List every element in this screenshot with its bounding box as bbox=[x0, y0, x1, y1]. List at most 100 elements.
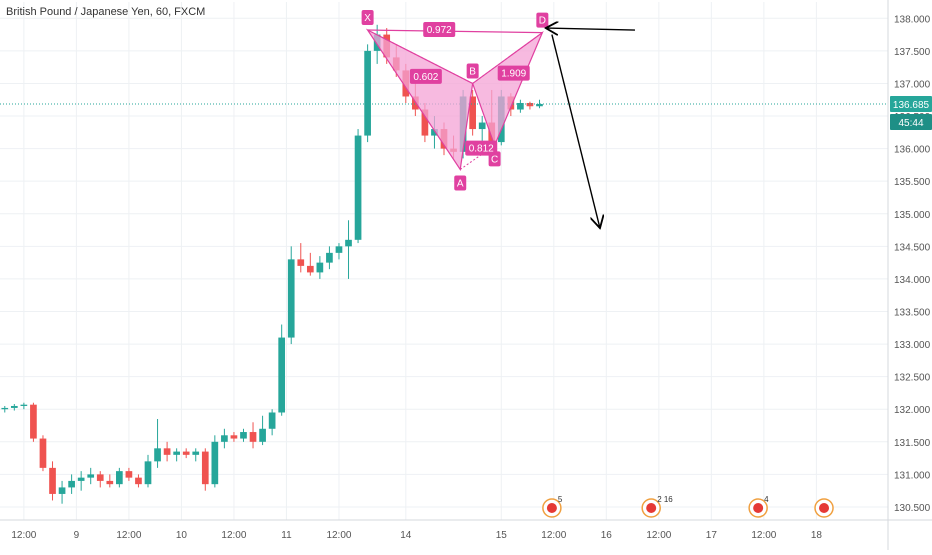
candle-body bbox=[96, 474, 104, 481]
event-marker-dot bbox=[646, 503, 657, 513]
pattern-triangle-xab bbox=[365, 28, 474, 172]
y-tick-label: 137.000 bbox=[894, 79, 931, 90]
candle-body bbox=[1, 407, 9, 410]
current-price-tag bbox=[890, 95, 932, 112]
candle-body bbox=[421, 109, 429, 136]
countdown-tag bbox=[890, 113, 932, 130]
x-tick-label: 12:00 bbox=[116, 530, 141, 541]
candle-body bbox=[221, 435, 228, 442]
y-tick-label: 134.000 bbox=[894, 275, 931, 286]
candle-body bbox=[278, 337, 286, 413]
y-tick-label: 135.000 bbox=[894, 210, 931, 221]
candle-body bbox=[135, 477, 142, 485]
pattern-triangle-bcd bbox=[471, 30, 544, 148]
candle-body bbox=[517, 102, 524, 110]
chart-title: British Pound / Japanese Yen, 60, FXCM bbox=[6, 6, 206, 18]
ratio-label: 0.602 bbox=[413, 72, 438, 83]
x-tick-label: 14 bbox=[400, 530, 412, 541]
x-tick-label: 10 bbox=[176, 530, 188, 541]
candle-body bbox=[287, 259, 295, 338]
candle-body bbox=[526, 102, 534, 107]
event-marker-dot bbox=[819, 503, 830, 513]
x-tick-label: 15 bbox=[496, 530, 508, 541]
current-price-label: 136.685 bbox=[893, 100, 930, 111]
x-tick-label: 17 bbox=[706, 530, 718, 541]
pattern-point-label: C bbox=[491, 154, 498, 165]
y-tick-label: 137.500 bbox=[894, 47, 931, 58]
candle-body bbox=[230, 435, 238, 439]
y-tick-label: 133.000 bbox=[894, 340, 931, 351]
pattern-point-label: D bbox=[539, 16, 546, 27]
ratio-line-ac bbox=[459, 144, 495, 170]
candle-body bbox=[68, 480, 75, 488]
x-tick-label: 12:00 bbox=[541, 530, 566, 541]
candle-body bbox=[354, 135, 362, 240]
pattern-point-b bbox=[466, 63, 479, 79]
ratio-box bbox=[423, 22, 456, 38]
y-tick-label: 136.000 bbox=[894, 145, 931, 156]
x-tick-label: 18 bbox=[811, 530, 823, 541]
x-tick-label: 16 bbox=[601, 530, 613, 541]
pattern-point-x bbox=[361, 10, 374, 26]
candle-body bbox=[249, 432, 257, 442]
candle-body bbox=[125, 471, 133, 478]
candle-body bbox=[345, 239, 352, 247]
x-tick-label: 12:00 bbox=[646, 530, 671, 541]
ratio-label: 1.909 bbox=[501, 69, 526, 80]
y-tick-label: 133.500 bbox=[894, 307, 931, 318]
annotation-arrow bbox=[551, 34, 600, 227]
candle-body bbox=[144, 461, 152, 485]
annotation-arrow bbox=[547, 28, 635, 30]
candle-body bbox=[306, 265, 314, 273]
ratio-box bbox=[497, 65, 530, 81]
event-count-label: 4 bbox=[764, 495, 769, 504]
candle-body bbox=[478, 122, 486, 130]
y-tick-label: 132.000 bbox=[894, 405, 931, 416]
countdown-label: 45:44 bbox=[898, 118, 923, 129]
y-tick-label: 130.500 bbox=[894, 503, 931, 514]
ratio-label: 0.812 bbox=[469, 144, 494, 155]
y-tick-label: 135.500 bbox=[894, 177, 931, 188]
candle-body bbox=[211, 441, 219, 485]
candle-body bbox=[39, 438, 47, 468]
candle-body bbox=[30, 404, 37, 439]
y-tick-label: 134.500 bbox=[894, 242, 931, 253]
candle-body bbox=[173, 451, 180, 455]
pattern-point-a bbox=[454, 175, 467, 191]
candle-body bbox=[412, 96, 419, 110]
candle-body bbox=[116, 471, 123, 485]
ratio-box bbox=[409, 68, 442, 84]
candle-body bbox=[154, 448, 161, 462]
candle-body bbox=[268, 412, 276, 429]
event-marker-dot bbox=[546, 503, 557, 513]
candle-body bbox=[163, 448, 171, 455]
candle-body bbox=[259, 428, 266, 442]
candle-body bbox=[87, 474, 95, 478]
event-marker-dot bbox=[753, 503, 764, 513]
x-tick-label: 9 bbox=[74, 530, 80, 541]
candle-body bbox=[469, 96, 476, 130]
candle-body bbox=[192, 451, 200, 455]
pattern-point-label: A bbox=[457, 178, 464, 189]
x-tick-label: 12:00 bbox=[326, 530, 351, 541]
candle-body bbox=[77, 477, 85, 481]
candle-body bbox=[58, 487, 66, 494]
candle-body bbox=[10, 405, 18, 408]
candle-body bbox=[431, 129, 438, 136]
candle-body bbox=[49, 467, 56, 494]
candle-body bbox=[536, 103, 543, 107]
candle-body bbox=[20, 404, 28, 406]
candle-body bbox=[240, 432, 247, 439]
candle-body bbox=[335, 246, 343, 253]
pattern-point-label: B bbox=[469, 66, 476, 77]
y-tick-label: 131.500 bbox=[894, 438, 931, 449]
event-count-label: 2 16 bbox=[657, 495, 673, 504]
candle-body bbox=[201, 451, 209, 485]
pattern-point-label: X bbox=[364, 13, 371, 24]
x-tick-label: 12:00 bbox=[751, 530, 776, 541]
candle-body bbox=[326, 252, 333, 263]
x-tick-label: 12:00 bbox=[221, 530, 246, 541]
candle-body bbox=[316, 262, 324, 273]
